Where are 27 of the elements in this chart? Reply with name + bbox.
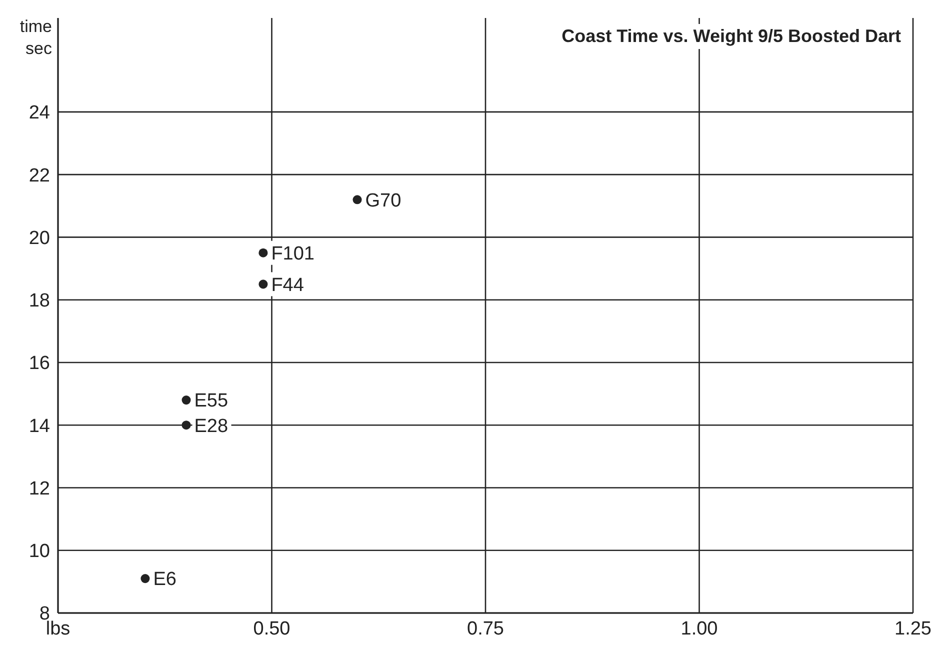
annotation: E28 bbox=[194, 416, 228, 437]
annotation: E6 bbox=[153, 569, 176, 590]
annotation: G70 bbox=[365, 190, 402, 212]
y-tick-label: 12 bbox=[28, 478, 50, 500]
y-tick-label: 10 bbox=[28, 541, 50, 562]
y-tick-label: 20 bbox=[28, 228, 50, 249]
y-tick-label: 18 bbox=[28, 290, 50, 312]
x-tick-label: 0.50 bbox=[253, 618, 290, 640]
text: Coast Time vs. Weight 9/5 Boosted Dart bbox=[558, 24, 905, 49]
annotation: F101 bbox=[271, 244, 315, 265]
annotation: F44 bbox=[271, 274, 304, 296]
y-tick-label: 14 bbox=[28, 416, 50, 437]
point bbox=[182, 396, 191, 405]
annotation: E55 bbox=[194, 390, 228, 412]
point bbox=[258, 248, 268, 258]
x-tick-label: 1.00 bbox=[680, 618, 718, 640]
y-tick-label: 24 bbox=[28, 102, 50, 124]
point bbox=[182, 420, 191, 430]
point bbox=[258, 280, 268, 289]
y-tick-label: 16 bbox=[28, 353, 50, 374]
y-axis-title: time sec bbox=[18, 16, 52, 60]
x-tick-label: 0.75 bbox=[467, 618, 504, 640]
point bbox=[352, 195, 362, 204]
y-tick-label: 22 bbox=[28, 165, 50, 186]
x-tick-label: lbs bbox=[46, 618, 70, 640]
point bbox=[140, 574, 150, 584]
x-tick-label: 1.25 bbox=[894, 618, 932, 640]
